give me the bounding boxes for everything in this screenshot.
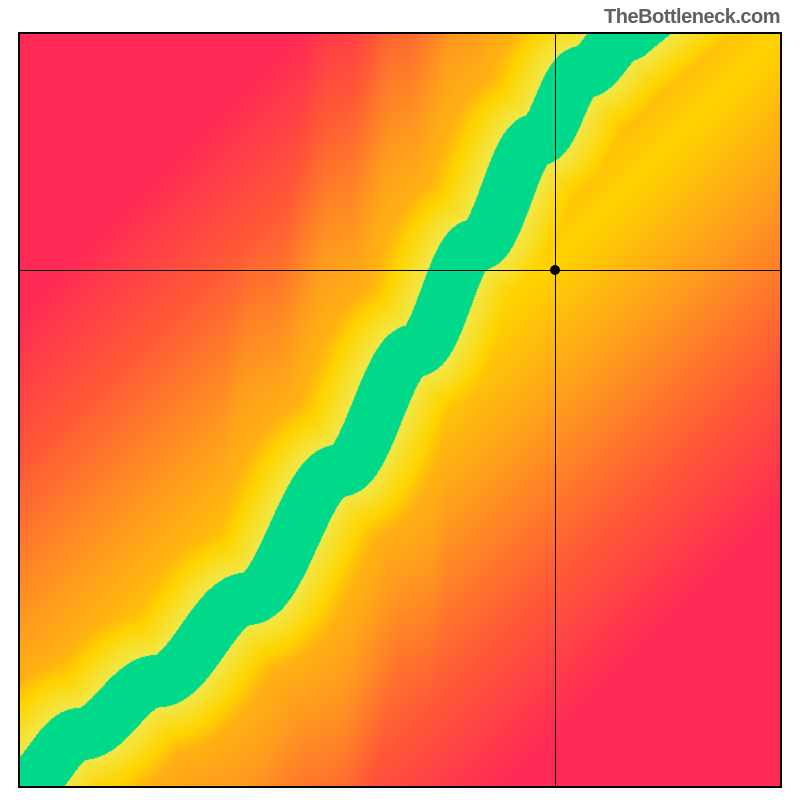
heatmap-canvas <box>20 34 780 786</box>
crosshair-vertical <box>555 34 556 786</box>
watermark-text: TheBottleneck.com <box>604 6 780 29</box>
crosshair-horizontal <box>20 270 780 271</box>
crosshair-dot <box>550 265 560 275</box>
heatmap-plot <box>18 32 782 788</box>
